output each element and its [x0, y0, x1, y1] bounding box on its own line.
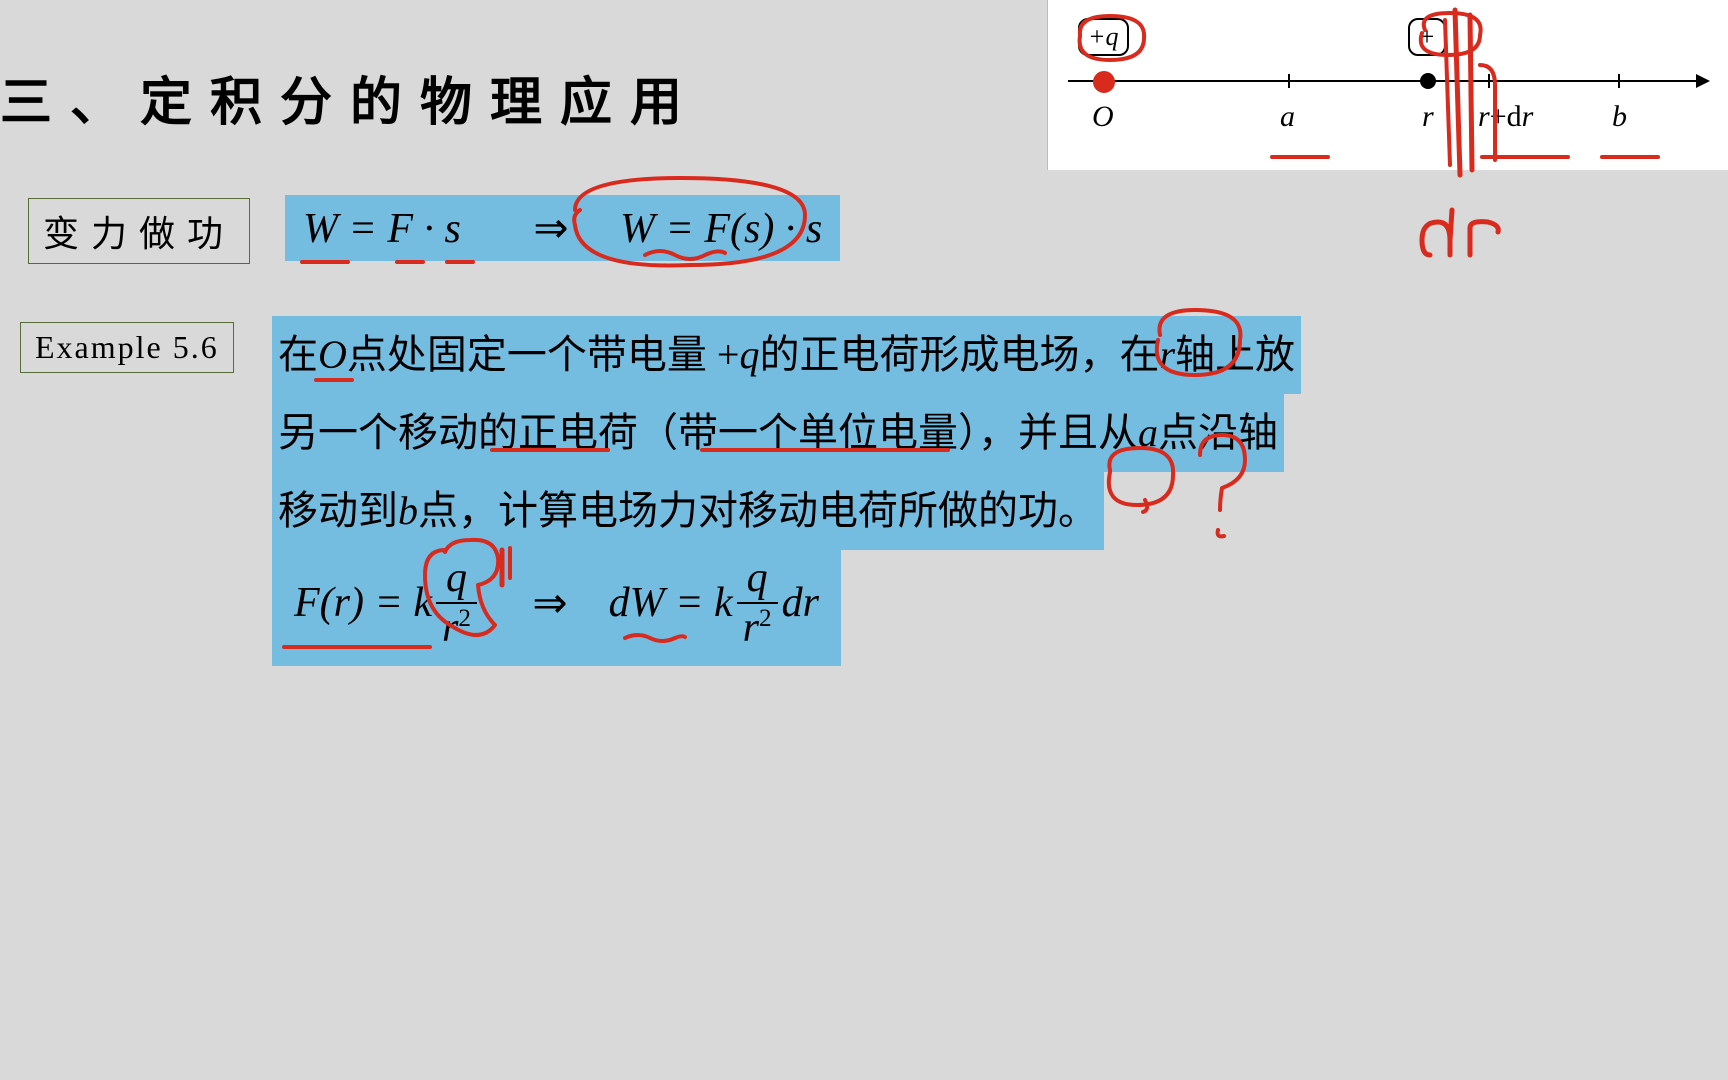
annotation-underline [1270, 155, 1330, 159]
txt: 的正电荷形成电场，在 [759, 332, 1159, 377]
den-r2: r [743, 605, 759, 651]
annotation-underline [1480, 155, 1570, 159]
tick-r [1428, 74, 1430, 88]
axis-line [1068, 80, 1708, 82]
rdr-r: r [1478, 100, 1490, 133]
txt: 在 [278, 332, 318, 377]
origin-dot [1095, 73, 1111, 89]
var-O: O [318, 332, 347, 377]
charge-plus-box: + [1408, 18, 1446, 56]
var-q: q [739, 332, 759, 377]
annotation-underline [300, 260, 350, 264]
annotation-underline [314, 378, 354, 382]
equation-work: W = F · s ⇒ W = F(s) · s [285, 195, 840, 261]
den-r: r [442, 605, 458, 651]
label-a: a [1280, 100, 1295, 134]
axis-diagram: +q + O a r r+dr b [1047, 0, 1728, 170]
rdr-r2: r [1522, 100, 1534, 133]
label-b: b [1612, 100, 1627, 134]
tick-rdr [1488, 74, 1490, 88]
label-O: O [1092, 100, 1114, 134]
problem-text: 在O点处固定一个带电量 +q的正电荷形成电场，在r轴上放 另一个移动的正电荷（带… [272, 316, 1502, 550]
var-b: b [398, 488, 418, 533]
annotation-dr [1410, 200, 1520, 280]
txt: 点沿轴 [1158, 410, 1278, 455]
section-title: 三、定积分的物理应用 [0, 60, 700, 135]
var-r: r [1159, 332, 1175, 377]
eq-dW: dW = k [609, 579, 733, 627]
fraction: q r2 [436, 554, 477, 652]
tick-b [1618, 74, 1620, 88]
annotation-underline [282, 645, 432, 649]
label-rdr: r+dr [1478, 100, 1533, 134]
eq-w-fss: W = F(s) · s [620, 206, 822, 252]
arrow-icon: ⇒ [532, 578, 567, 628]
num-q: q [436, 554, 477, 604]
eq-Fr: F(r) = k [294, 579, 432, 627]
annotation-underline [445, 260, 475, 264]
txt: 点处固定一个带电量 + [347, 332, 740, 377]
txt: 点，计算电场力对移动电荷所做的功。 [418, 488, 1098, 533]
example-label: Example 5.6 [20, 322, 234, 373]
eq-dr: dr [782, 579, 819, 627]
label-r: r [1422, 100, 1434, 134]
annotation-underline [700, 448, 950, 452]
annotation-underline [1600, 155, 1660, 159]
eq-w-fs: W = F · s [303, 206, 461, 252]
annotation-underline [490, 448, 610, 452]
var-a: a [1138, 410, 1158, 455]
txt: 移动到 [278, 488, 398, 533]
num-q2: q [737, 554, 778, 604]
arrow-icon: ⇒ [533, 206, 568, 252]
charge-q-box: +q [1078, 18, 1129, 56]
topic-label: 变力做功 [28, 198, 250, 264]
annotation-underline [395, 260, 425, 264]
txt: 轴上放 [1175, 332, 1295, 377]
fraction: q r2 [737, 554, 778, 652]
tick-a [1288, 74, 1290, 88]
